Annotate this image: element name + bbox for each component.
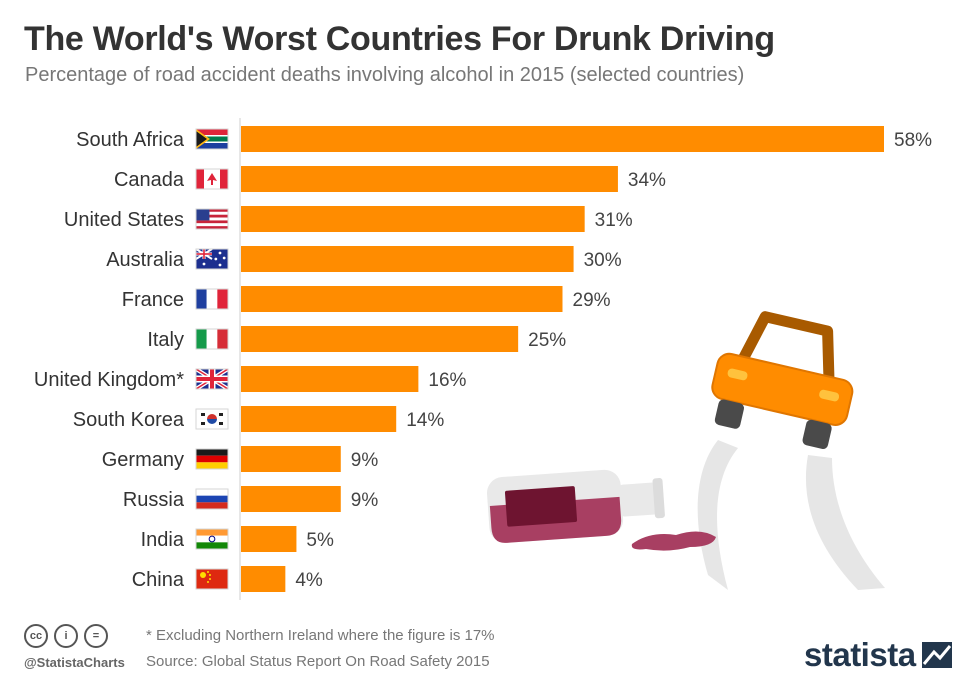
flag-in-icon bbox=[195, 528, 229, 550]
category-label: Russia bbox=[123, 489, 185, 511]
flag-ru-icon bbox=[195, 488, 229, 510]
statista-mark-icon bbox=[921, 642, 952, 668]
category-label: China bbox=[132, 569, 185, 591]
bar-6 bbox=[241, 366, 419, 392]
flag-ca-icon bbox=[195, 168, 229, 190]
bar-1 bbox=[241, 166, 618, 192]
tire-track-right bbox=[805, 455, 885, 590]
value-label: 4% bbox=[295, 570, 323, 591]
bar-2 bbox=[241, 206, 585, 232]
category-label: United States bbox=[64, 209, 184, 231]
value-label: 29% bbox=[573, 290, 611, 311]
flag-de-icon bbox=[195, 448, 229, 470]
category-label: Germany bbox=[102, 449, 184, 471]
wine-puddle bbox=[631, 531, 716, 551]
nd-icon: = bbox=[84, 624, 108, 648]
bar-11 bbox=[241, 566, 286, 592]
by-icon: i bbox=[54, 624, 78, 648]
category-label: South Africa bbox=[76, 129, 185, 151]
flag-fr-icon bbox=[195, 288, 229, 310]
bar-0 bbox=[241, 126, 884, 152]
bar-chart: South Africa 58% Canada 34% United States 31%… bbox=[34, 118, 932, 600]
footnote: * Excluding Northern Ireland where the f… bbox=[146, 627, 495, 644]
value-label: 5% bbox=[306, 530, 334, 551]
value-label: 30% bbox=[584, 250, 622, 271]
category-label: Italy bbox=[147, 329, 184, 351]
value-label: 14% bbox=[406, 410, 444, 431]
flag-gb-icon bbox=[194, 367, 230, 391]
value-label: 9% bbox=[351, 490, 379, 511]
chart-subtitle: Percentage of road accident deaths invol… bbox=[25, 64, 745, 86]
bar-5 bbox=[241, 326, 519, 352]
illustration bbox=[486, 311, 885, 590]
flag-cn-icon bbox=[195, 568, 229, 590]
flag-za-icon bbox=[195, 128, 229, 150]
wine-bottle-icon bbox=[486, 469, 665, 543]
category-label: France bbox=[122, 289, 184, 311]
flag-au-icon bbox=[195, 248, 229, 270]
brand-name: statista bbox=[804, 636, 916, 673]
source-link[interactable]: Source: Global Status Report On Road Saf… bbox=[146, 653, 490, 670]
bar-4 bbox=[241, 286, 563, 312]
value-label: 34% bbox=[628, 170, 666, 191]
bar-10 bbox=[241, 526, 297, 552]
category-label: South Korea bbox=[73, 409, 185, 431]
category-label: India bbox=[141, 529, 185, 551]
twitter-handle: @StatistaCharts bbox=[24, 655, 125, 670]
license-icons: cc i = bbox=[24, 624, 108, 648]
category-label: Canada bbox=[114, 169, 185, 191]
category-label: United Kingdom* bbox=[34, 369, 184, 391]
cc-icon: cc bbox=[24, 624, 48, 648]
chart-title: The World's Worst Countries For Drunk Dr… bbox=[24, 20, 775, 58]
car-icon bbox=[711, 311, 854, 449]
statista-logo[interactable]: statista bbox=[804, 636, 952, 674]
category-label: Australia bbox=[106, 249, 185, 271]
flag-us-icon bbox=[195, 208, 229, 230]
value-label: 16% bbox=[428, 370, 466, 391]
value-label: 31% bbox=[595, 210, 633, 231]
bar-3 bbox=[241, 246, 574, 272]
flag-kr-icon bbox=[195, 408, 229, 430]
value-label: 25% bbox=[528, 330, 566, 351]
value-label: 9% bbox=[351, 450, 379, 471]
bar-9 bbox=[241, 486, 341, 512]
bar-7 bbox=[241, 406, 397, 432]
value-label: 58% bbox=[894, 130, 932, 151]
flag-it-icon bbox=[195, 328, 229, 350]
bar-8 bbox=[241, 446, 341, 472]
tire-track-left bbox=[697, 440, 738, 590]
